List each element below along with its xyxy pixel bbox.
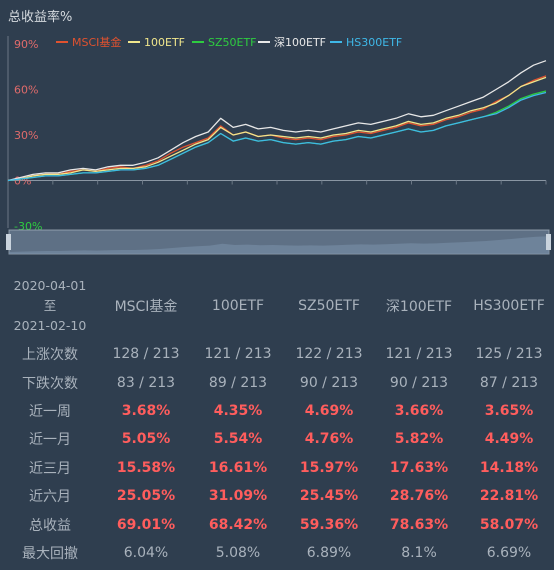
legend-label: SZ50ETF: [208, 36, 257, 49]
table-cell: 28.76%: [389, 488, 449, 505]
series-line-4: [7, 91, 547, 182]
column-header: MSCI基金: [114, 299, 178, 315]
row-label: 近三月: [29, 460, 71, 477]
table-cell: 87 / 213: [479, 374, 539, 391]
table-body: 上涨次数 128 / 213 121 / 213 122 / 213 121 / 213…: [0, 340, 554, 567]
legend-label: HS300ETF: [346, 36, 402, 49]
date-to: 2021-02-10: [13, 318, 87, 333]
table-cell: 58.07%: [479, 516, 539, 533]
y-tick-label: 60%: [14, 84, 38, 97]
legend-item-3[interactable]: 深100ETF: [258, 36, 326, 49]
table-cell: 4.76%: [304, 431, 354, 448]
table-cell: 59.36%: [299, 516, 359, 533]
series-lines: [7, 60, 547, 182]
series-line-3: [7, 60, 547, 182]
row-label: 总收益: [29, 517, 71, 534]
table-row: 近一月 5.05% 5.54% 4.76% 5.82% 4.49%: [0, 425, 554, 453]
table-row: 近六月 25.05% 31.09% 25.45% 28.76% 22.81%: [0, 482, 554, 510]
row-label: 下跌次数: [22, 375, 78, 392]
table-cell: 8.1%: [401, 544, 437, 561]
table-header-row: 2020-04-01 至 2021-02-10 MSCI基金 100ETF SZ50…: [0, 272, 554, 340]
table-cell: 16.61%: [208, 459, 268, 476]
column-header: SZ50ETF: [298, 298, 360, 314]
table-row: 近一周 3.68% 4.35% 4.69% 3.66% 3.65%: [0, 397, 554, 425]
table-cell: 128 / 213: [112, 346, 180, 363]
stats-table: 2020-04-01 至 2021-02-10 MSCI基金 100ETF SZ50…: [0, 272, 554, 567]
series-line-1: [7, 76, 547, 182]
table-cell: 69.01%: [116, 516, 176, 533]
table-cell: 4.69%: [304, 402, 354, 419]
column-header: 深100ETF: [385, 299, 453, 315]
legend-label: 100ETF: [144, 36, 185, 49]
table-cell: 121 / 213: [204, 346, 272, 363]
table-cell: 68.42%: [208, 516, 268, 533]
table-row: 下跌次数 83 / 213 89 / 213 90 / 213 90 / 213 87 /…: [0, 368, 554, 396]
zoom-preview: [9, 236, 549, 254]
column-header: 100ETF: [211, 298, 265, 314]
table-cell: 3.68%: [121, 402, 171, 419]
zoom-handle-right[interactable]: [546, 234, 551, 250]
table-cell: 6.89%: [306, 544, 352, 561]
table-cell: 89 / 213: [208, 374, 268, 391]
zoom-handle-left[interactable]: [6, 234, 11, 250]
table-cell: 121 / 213: [385, 346, 453, 363]
series-line-0: [7, 75, 547, 182]
table-cell: 22.81%: [479, 488, 539, 505]
table-cell: 15.97%: [299, 459, 359, 476]
table-row: 总收益 69.01% 68.42% 59.36% 78.63% 58.07%: [0, 510, 554, 538]
table-cell: 90 / 213: [389, 374, 449, 391]
table-row: 最大回撤 6.04% 5.08% 6.89% 8.1% 6.69%: [0, 539, 554, 567]
table-cell: 122 / 213: [295, 346, 363, 363]
table-cell: 5.82%: [394, 431, 444, 448]
legend-item-2[interactable]: SZ50ETF: [192, 36, 257, 49]
table-cell: 78.63%: [389, 516, 449, 533]
table-cell: 31.09%: [208, 488, 268, 505]
column-header: HS300ETF: [473, 298, 545, 314]
legend-item-0[interactable]: MSCI基金: [56, 35, 121, 49]
row-label: 上涨次数: [22, 347, 78, 364]
table-cell: 125 / 213: [475, 346, 543, 363]
y-axis-ticks: 90%60%30%0%-30%: [14, 38, 42, 233]
legend-item-1[interactable]: 100ETF: [128, 36, 185, 49]
row-label: 近一周: [29, 403, 71, 420]
table-cell: 5.08%: [215, 544, 261, 561]
table-cell: 6.69%: [486, 544, 532, 561]
row-label: 近一月: [29, 432, 71, 449]
chart-title: 总收益率%: [8, 10, 73, 25]
zoom-window[interactable]: [9, 230, 549, 254]
chart-legend[interactable]: MSCI基金 100ETF SZ50ETF 深100ETF HS300ETF: [56, 35, 402, 49]
legend-label: 深100ETF: [274, 36, 326, 49]
date-range-cell: 2020-04-01 至 2021-02-10: [0, 272, 100, 340]
legend-label: MSCI基金: [72, 35, 121, 49]
row-label: 最大回撤: [22, 545, 78, 562]
zoom-slider[interactable]: [6, 229, 551, 255]
table-cell: 5.54%: [213, 431, 263, 448]
table-cell: 4.35%: [213, 402, 263, 419]
table-cell: 4.49%: [484, 431, 534, 448]
chart-grid: [7, 36, 547, 228]
table-cell: 3.65%: [484, 402, 534, 419]
date-separator: 至: [43, 298, 57, 313]
table-cell: 14.18%: [479, 459, 539, 476]
table-cell: 83 / 213: [116, 374, 176, 391]
legend-item-4[interactable]: HS300ETF: [330, 36, 402, 49]
date-from: 2020-04-01: [13, 278, 87, 293]
y-tick-label: 30%: [14, 129, 38, 142]
table-cell: 17.63%: [389, 459, 449, 476]
table-row: 近三月 15.58% 16.61% 15.97% 17.63% 14.18%: [0, 454, 554, 482]
table-cell: 15.58%: [116, 459, 176, 476]
table-cell: 25.05%: [116, 488, 176, 505]
table-cell: 90 / 213: [299, 374, 359, 391]
y-tick-label: 90%: [14, 38, 38, 51]
row-label: 近六月: [29, 489, 71, 506]
table-cell: 6.04%: [123, 544, 169, 561]
line-chart: 90%60%30%0%-30% MSCI基金 100ETF SZ50ETF 深100E…: [6, 35, 551, 255]
table-cell: 25.45%: [299, 488, 359, 505]
table-row: 上涨次数 128 / 213 121 / 213 122 / 213 121 / 213…: [0, 340, 554, 368]
table-cell: 3.66%: [394, 402, 444, 419]
table-cell: 5.05%: [121, 431, 171, 448]
